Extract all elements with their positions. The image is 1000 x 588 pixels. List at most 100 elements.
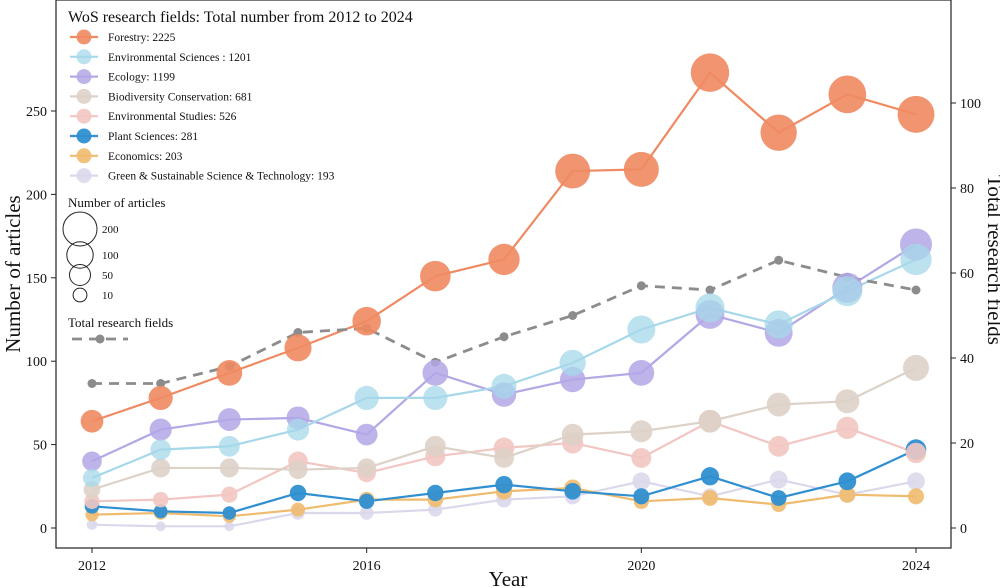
data-point [86,519,98,530]
data-point [632,472,651,491]
series-line [91,243,917,463]
total-fields-legend-title: Total research fields [68,315,173,330]
data-point [760,114,797,151]
data-point [221,486,238,503]
size-legend-label: 10 [102,290,114,302]
data-point [832,276,863,307]
data-point [561,423,584,446]
data-point [902,354,930,381]
data-point [695,293,725,323]
legend-marker [76,88,92,104]
data-point [907,472,925,491]
legend-label: Forestry: 2225 [108,32,176,44]
data-point [491,373,517,399]
data-point [835,389,860,414]
data-point [702,490,718,506]
legend-marker [76,29,92,45]
legend-label: Environmental Sciences : 1201 [108,52,252,64]
data-point [82,468,102,487]
data-point [423,385,448,411]
total-fields-point [705,285,715,295]
legend-marker [76,128,92,144]
legend-marker [76,148,92,164]
data-point [224,521,235,532]
data-point [289,484,307,502]
y-tick-label: 200 [26,188,47,203]
legend-label: Plant Sciences: 281 [108,131,198,143]
x-tick-label: 2024 [902,559,930,574]
data-point [828,75,867,114]
legend-label: Ecology: 1199 [108,72,175,84]
data-point [286,418,310,441]
data-point [357,458,377,478]
data-point [80,409,104,433]
data-point [494,447,514,468]
data-point [354,385,379,411]
series-layer [80,53,935,532]
data-point [153,504,168,519]
size-legend-label: 200 [102,224,119,236]
legend-marker [76,108,92,124]
y-tick-label: 250 [26,105,47,120]
data-point [288,460,308,480]
legend: WoS research fields: Total number from 2… [62,9,413,344]
y2-tick-label: 100 [960,97,981,112]
legend-label: Biodiversity Conservation: 681 [108,91,253,103]
size-legend-label: 50 [102,270,114,282]
data-point [631,447,652,468]
data-point [149,418,172,441]
x-tick-label: 2016 [353,559,381,574]
data-point [219,458,239,478]
data-point [628,360,655,386]
legend-marker [76,49,92,65]
data-point [217,408,241,431]
data-point [690,53,730,92]
x-tick-label: 2012 [78,559,106,574]
data-point [836,416,859,440]
data-point [151,458,171,478]
y-tick-label: 50 [33,439,47,454]
series-ecology [91,243,917,463]
data-point [290,502,306,517]
total-fields-legend-marker [95,334,105,344]
data-point [698,409,722,433]
data-point [150,439,171,460]
data-point [84,493,100,509]
data-point [768,435,790,457]
data-point [359,506,374,520]
data-point [838,472,857,491]
data-point [700,467,720,486]
data-point [905,442,927,464]
data-point [564,482,581,500]
y-tick-label: 0 [40,522,47,537]
data-point [627,315,656,344]
y2-tick-label: 80 [960,182,974,197]
data-point [155,521,166,532]
data-point [897,95,935,133]
data-point [839,486,856,503]
data-point [355,423,378,446]
data-point [352,306,381,336]
data-point [218,435,240,457]
data-point [152,491,169,508]
total-fields-point [911,285,921,295]
data-point [222,506,237,520]
total-fields-point [568,311,578,320]
x-axis-label: Year [489,567,528,588]
data-point [633,488,650,505]
plot-frame [55,0,952,549]
total-fields-point [636,281,646,291]
y2-tick-label: 40 [960,352,974,367]
data-point [284,334,312,362]
data-point [495,475,513,494]
legend-marker [76,168,92,184]
points-biodiversity-conservation [83,354,930,499]
y-tick-label: 150 [26,272,47,287]
y2-tick-label: 0 [960,522,967,537]
data-point [764,310,793,339]
total-fields-point [499,332,509,342]
total-fields-point [87,379,97,388]
x-tick-label: 2020 [627,559,655,574]
size-legend-circle [66,241,94,269]
data-point [424,435,446,457]
